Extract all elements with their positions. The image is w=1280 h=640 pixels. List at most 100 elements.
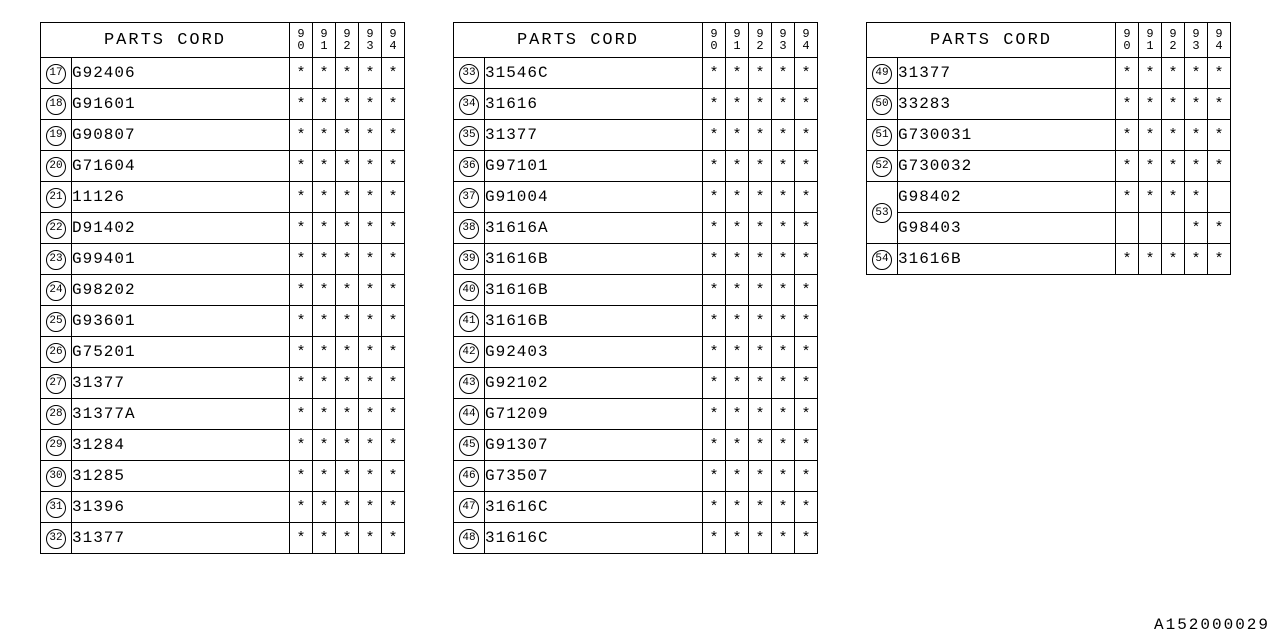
year-mark: * [795,89,818,120]
table-row: 44G71209***** [454,399,818,430]
year-mark: * [313,368,336,399]
row-index: 41 [454,306,485,337]
table-row: 3831616A***** [454,213,818,244]
year-mark: * [795,399,818,430]
index-circle: 19 [46,126,66,146]
year-mark: * [726,182,749,213]
header-title: PARTS CORD [454,23,703,58]
table-row: 3531377***** [454,120,818,151]
year-mark: * [336,306,359,337]
year-mark: * [749,275,772,306]
year-mark: * [749,213,772,244]
part-code: G98403 [898,213,1116,244]
year-mark: * [290,275,313,306]
year-mark: * [726,399,749,430]
year-mark: * [795,492,818,523]
header-year: 93 [359,23,382,58]
row-index: 54 [867,244,898,275]
index-circle: 22 [46,219,66,239]
year-mark: * [1116,244,1139,275]
year-mark: * [795,368,818,399]
year-mark: * [336,368,359,399]
header-year: 93 [1185,23,1208,58]
year-mark: * [1185,182,1208,213]
year-mark: * [726,306,749,337]
year-mark: * [313,461,336,492]
index-circle: 17 [46,64,66,84]
index-circle: 47 [459,498,479,518]
year-mark: * [290,58,313,89]
table-row: 17G92406***** [41,58,405,89]
index-circle: 50 [872,95,892,115]
year-mark: * [772,306,795,337]
year-mark: * [726,120,749,151]
parts-table: PARTS CORD90919293944931377*****5033283*… [866,22,1231,275]
year-mark: * [795,430,818,461]
year-mark: * [749,461,772,492]
year-mark: * [749,120,772,151]
year-mark: * [382,275,405,306]
index-circle: 53 [872,203,892,223]
year-mark: * [726,213,749,244]
year-mark: * [313,58,336,89]
year-mark: * [290,368,313,399]
year-mark: * [290,492,313,523]
part-code: G91601 [72,89,290,120]
index-circle: 49 [872,64,892,84]
index-circle: 24 [46,281,66,301]
part-code: 31616C [485,492,703,523]
year-mark: * [290,337,313,368]
table-row: 3231377***** [41,523,405,554]
part-code: G92403 [485,337,703,368]
part-code: 31616A [485,213,703,244]
year-mark: * [1185,58,1208,89]
part-code: 31377A [72,399,290,430]
tables-container: PARTS CORD909192939417G92406*****18G9160… [0,0,1280,554]
year-mark [1162,213,1185,244]
header-year: 91 [726,23,749,58]
part-code: 31616B [485,244,703,275]
index-circle: 42 [459,343,479,363]
year-mark: * [703,306,726,337]
table-row: 42G92403***** [454,337,818,368]
row-index: 22 [41,213,72,244]
year-mark: * [703,461,726,492]
year-mark: * [359,306,382,337]
row-index: 44 [454,399,485,430]
row-index: 42 [454,337,485,368]
table-row: 18G91601***** [41,89,405,120]
index-circle: 31 [46,498,66,518]
parts-table: PARTS CORD909192939417G92406*****18G9160… [40,22,405,554]
year-mark: * [1185,213,1208,244]
part-code: G730031 [898,120,1116,151]
index-circle: 20 [46,157,66,177]
year-mark: * [1208,120,1231,151]
year-mark: * [703,244,726,275]
part-code: G98402 [898,182,1116,213]
year-mark [1116,213,1139,244]
year-mark: * [772,275,795,306]
year-mark: * [382,58,405,89]
table-row: 4031616B***** [454,275,818,306]
year-mark: * [795,461,818,492]
part-code: G97101 [485,151,703,182]
year-mark: * [382,244,405,275]
index-circle: 34 [459,95,479,115]
table-row: 26G75201***** [41,337,405,368]
index-circle: 38 [459,219,479,239]
year-mark: * [703,213,726,244]
year-mark: * [336,89,359,120]
year-mark: * [749,430,772,461]
row-index: 38 [454,213,485,244]
year-mark: * [772,430,795,461]
year-mark: * [382,492,405,523]
table-row: 4131616B***** [454,306,818,337]
row-index: 23 [41,244,72,275]
table-row: 2831377A***** [41,399,405,430]
part-code: 31616B [898,244,1116,275]
part-code: G91307 [485,430,703,461]
year-mark: * [726,461,749,492]
table-row: 5431616B***** [867,244,1231,275]
year-mark: * [795,244,818,275]
year-mark: * [336,151,359,182]
